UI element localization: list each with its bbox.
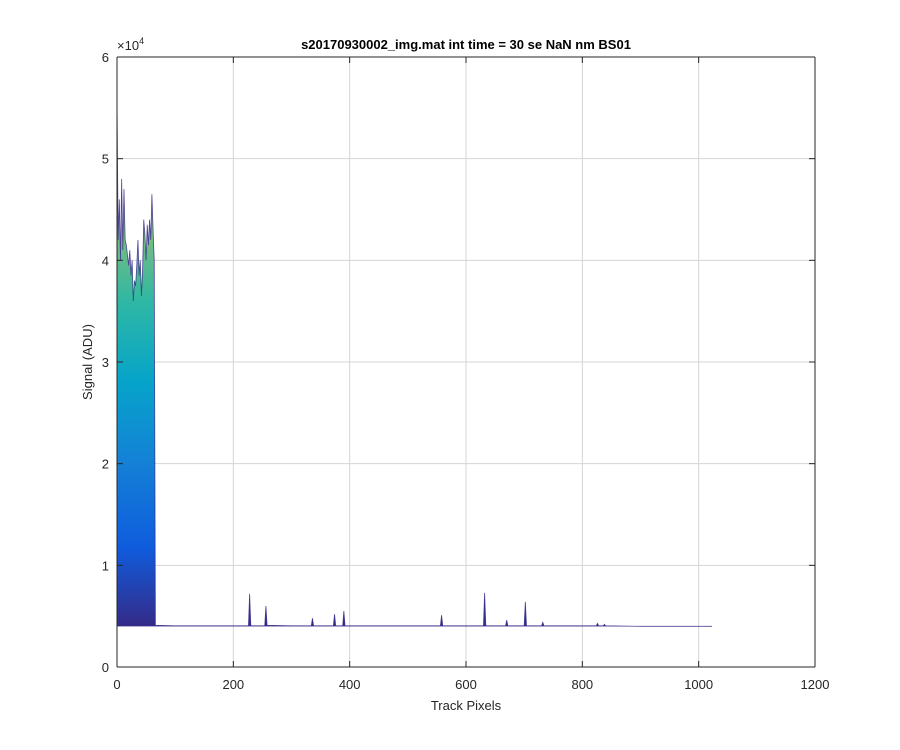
y-tick-label: 2 bbox=[102, 457, 109, 472]
x-axis-label: Track Pixels bbox=[431, 698, 502, 713]
x-tick-label: 400 bbox=[339, 677, 361, 692]
chart-title: s20170930002_img.mat int time = 30 se Na… bbox=[301, 37, 631, 52]
y-tick-label: 1 bbox=[102, 558, 109, 573]
y-tick-label: 0 bbox=[102, 660, 109, 675]
y-tick-label: 6 bbox=[102, 50, 109, 65]
x-tick-label: 200 bbox=[222, 677, 244, 692]
x-tick-label: 0 bbox=[113, 677, 120, 692]
tick-marks bbox=[116, 56, 816, 668]
signal-line bbox=[116, 97, 713, 627]
y-tick-labels: 0 1 2 3 4 5 6 bbox=[102, 50, 109, 675]
y-exponent-label: ×104 bbox=[117, 36, 144, 53]
x-tick-labels: 0 200 400 600 800 1000 1200 bbox=[113, 677, 829, 692]
y-axis-label: Signal (ADU) bbox=[80, 324, 95, 400]
y-tick-label: 5 bbox=[102, 152, 109, 167]
x-tick-label: 1200 bbox=[801, 677, 830, 692]
x-tick-label: 800 bbox=[571, 677, 593, 692]
y-tick-label: 3 bbox=[102, 355, 109, 370]
series-group bbox=[116, 97, 713, 627]
x-tick-label: 600 bbox=[455, 677, 477, 692]
y-tick-label: 4 bbox=[102, 253, 109, 268]
grid-lines bbox=[117, 57, 815, 667]
x-tick-label: 1000 bbox=[684, 677, 713, 692]
